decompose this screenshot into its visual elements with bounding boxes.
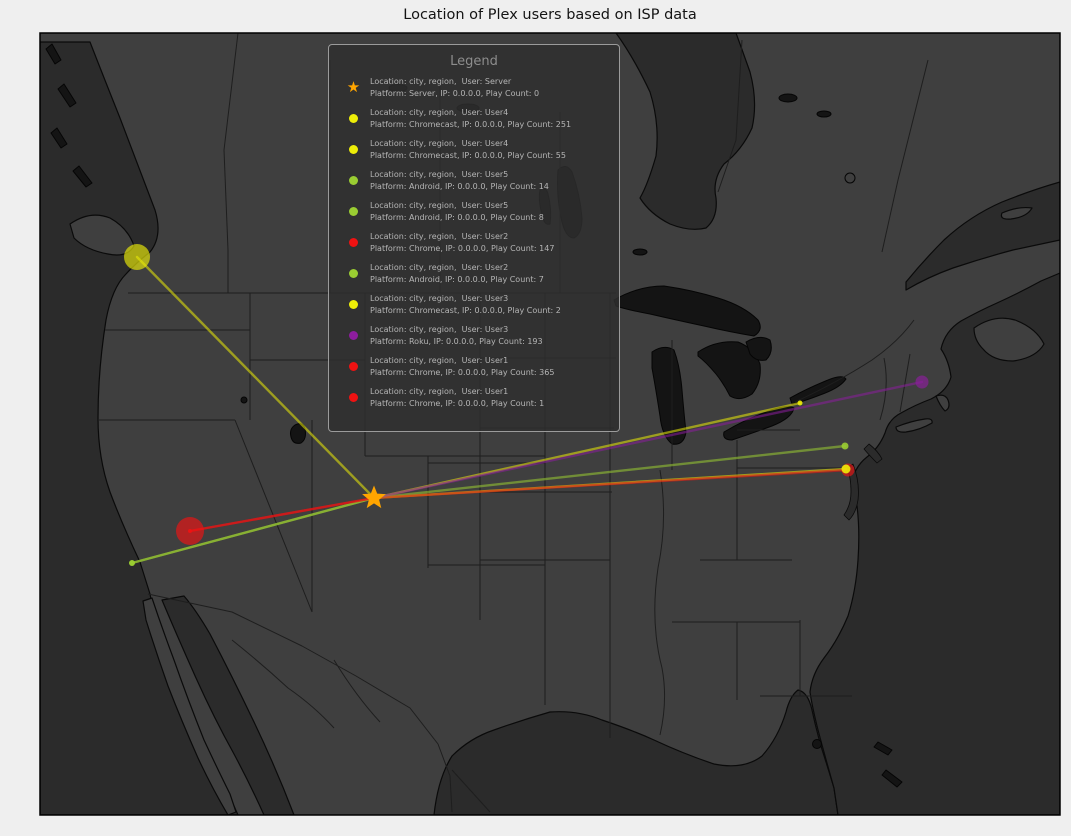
- legend-entry: ★ Location: city, region, User: Server P…: [337, 76, 611, 99]
- legend-marker-icon: [349, 207, 358, 216]
- legend-entry: Location: city, region, User: User3 Plat…: [337, 324, 611, 347]
- legend-entry: Location: city, region, User: User2 Plat…: [337, 262, 611, 285]
- connection-line: [372, 380, 924, 500]
- server-star-marker: [362, 485, 386, 509]
- user-dot: [841, 442, 849, 450]
- legend-entry-location: Location: city, region, User: User5: [370, 201, 509, 210]
- legend-entry: Location: city, region, User: User5 Plat…: [337, 169, 611, 192]
- legend-marker-icon: [349, 331, 358, 340]
- legend-entry: Location: city, region, User: User1 Plat…: [337, 386, 611, 409]
- legend-entry-location: Location: city, region, User: User4: [370, 108, 509, 117]
- legend-entry: Location: city, region, User: User1 Plat…: [337, 355, 611, 378]
- legend-marker-icon: [349, 176, 358, 185]
- legend-entry-platform: Platform: Chromecast, IP: 0.0.0.0, Play …: [370, 150, 566, 160]
- connection-lines: [130, 255, 924, 565]
- legend-entry-location: Location: city, region, User: User3: [370, 294, 509, 303]
- legend-entry-location: Location: city, region, User: User2: [370, 263, 509, 272]
- legend-entry-location: Location: city, region, User: User4: [370, 139, 509, 148]
- legend-marker-icon: [349, 145, 358, 154]
- user-dot: [129, 560, 135, 566]
- legend-entry-platform: Platform: Chromecast, IP: 0.0.0.0, Play …: [370, 119, 572, 129]
- legend-entry: Location: city, region, User: User4 Plat…: [337, 138, 611, 161]
- legend-entry-location: Location: city, region, User: User5: [370, 170, 509, 179]
- legend-entry-platform: Platform: Chromecast, IP: 0.0.0.0, Play …: [370, 305, 561, 315]
- user-dot: [124, 244, 150, 270]
- legend-entry-location: Location: city, region, User: User1: [370, 387, 509, 396]
- legend-entry-platform: Platform: Server, IP: 0.0.0.0, Play Coun…: [370, 88, 540, 98]
- legend-marker-icon: ★: [346, 78, 361, 96]
- legend-entry-location: Location: city, region, User: User2: [370, 232, 509, 241]
- legend-entry-platform: Platform: Android, IP: 0.0.0.0, Play Cou…: [370, 212, 544, 222]
- user-dot: [188, 529, 192, 533]
- user-dot: [915, 375, 929, 389]
- legend-entry: Location: city, region, User: User4 Plat…: [337, 107, 611, 130]
- legend-entry-location: Location: city, region, User: User3: [370, 325, 509, 334]
- legend-entry-location: Location: city, region, User: Server: [370, 77, 512, 86]
- legend-entry: Location: city, region, User: User3 Plat…: [337, 293, 611, 316]
- map-islands: [69, 206, 1045, 815]
- connection-line: [188, 496, 376, 533]
- legend-marker-icon: [349, 114, 358, 123]
- user-location-dots: [124, 244, 929, 566]
- legend-entry-platform: Platform: Chrome, IP: 0.0.0.0, Play Coun…: [370, 398, 545, 408]
- legend-entries: ★ Location: city, region, User: Server P…: [337, 76, 611, 409]
- legend-entry-platform: Platform: Android, IP: 0.0.0.0, Play Cou…: [370, 274, 544, 284]
- legend-entry-platform: Platform: Chrome, IP: 0.0.0.0, Play Coun…: [370, 243, 555, 253]
- axes-frame: [39, 32, 1061, 816]
- connection-line: [130, 496, 376, 565]
- legend-marker-icon: [349, 362, 358, 371]
- user-dot: [797, 400, 803, 406]
- server-star-icon: [362, 485, 386, 509]
- legend-entry-platform: Platform: Roku, IP: 0.0.0.0, Play Count:…: [370, 336, 543, 346]
- page-title: Location of Plex users based on ISP data: [403, 7, 697, 23]
- legend-entry-platform: Platform: Android, IP: 0.0.0.0, Play Cou…: [370, 181, 549, 191]
- legend-marker-icon: [349, 393, 358, 402]
- user-dot: [841, 464, 851, 474]
- legend-marker-icon: [349, 238, 358, 247]
- legend-entry: Location: city, region, User: User2 Plat…: [337, 231, 611, 254]
- legend-entry-platform: Platform: Chrome, IP: 0.0.0.0, Play Coun…: [370, 367, 555, 377]
- connection-line: [372, 468, 850, 500]
- legend-entry: Location: city, region, User: User5 Plat…: [337, 200, 611, 223]
- legend-marker-icon: [349, 300, 358, 309]
- connection-line: [135, 255, 376, 500]
- legend-title: Legend: [450, 54, 498, 69]
- connection-line: [372, 444, 847, 500]
- legend-entry-location: Location: city, region, User: User1: [370, 356, 509, 365]
- legend-marker-icon: [349, 269, 358, 278]
- legend: Legend ★ Location: city, region, User: S…: [328, 44, 620, 432]
